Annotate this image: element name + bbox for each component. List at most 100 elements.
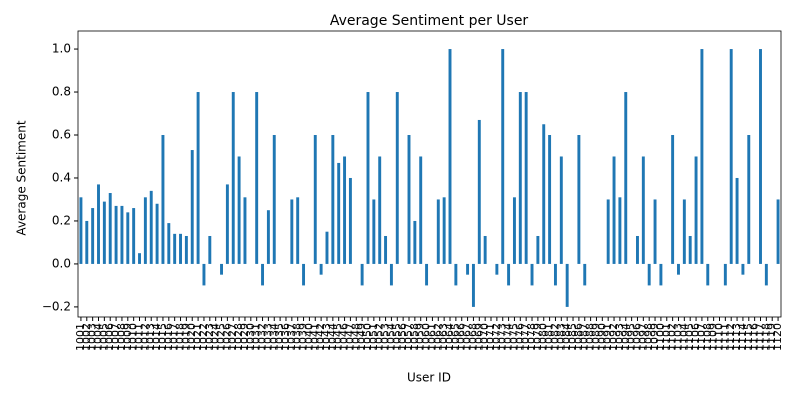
x-tick-label: 1086 <box>572 323 585 351</box>
bar <box>126 212 130 264</box>
x-tick-label: 1104 <box>677 323 690 351</box>
bar <box>747 135 751 264</box>
bar <box>225 184 229 264</box>
bar <box>132 208 136 264</box>
x-tick-label: 1025 <box>215 323 228 351</box>
x-tick-label: 1046 <box>338 323 351 351</box>
x-tick-label: 1056 <box>396 323 409 351</box>
x-tick-label: 1117 <box>753 323 766 351</box>
x-tick-label: 1078 <box>525 323 538 351</box>
x-tick-label: 1065 <box>449 323 462 351</box>
bar <box>419 156 423 264</box>
x-tick-label: 1008 <box>115 323 128 351</box>
x-tick-label: 1022 <box>197 323 210 351</box>
x-tick-label: 1109 <box>707 323 720 351</box>
x-tick-label: 1032 <box>256 323 269 351</box>
x-tick-label: 1108 <box>701 323 714 351</box>
x-tick-label: 1114 <box>736 323 749 351</box>
bar <box>325 231 329 264</box>
bar <box>237 156 241 264</box>
bar <box>512 197 516 264</box>
bar <box>208 235 212 264</box>
bar <box>331 135 335 264</box>
x-tick-label: 1024 <box>209 323 222 351</box>
x-tick-label: 1019 <box>179 323 192 351</box>
x-tick-label: 1035 <box>273 323 286 351</box>
bar <box>483 235 487 264</box>
bar <box>384 235 388 264</box>
bar <box>636 235 639 264</box>
x-tick-label: 1068 <box>466 323 479 351</box>
bar <box>548 135 552 264</box>
bar <box>220 263 223 275</box>
bar <box>524 92 528 264</box>
bar <box>190 150 194 264</box>
bar <box>759 49 762 264</box>
x-tick-label: 1018 <box>174 323 187 351</box>
bar <box>612 156 616 264</box>
bar <box>448 49 452 264</box>
bar <box>553 263 557 286</box>
bar <box>155 203 159 264</box>
x-tick-label: 1047 <box>343 323 356 351</box>
bar <box>647 263 651 286</box>
x-tick-label: 1116 <box>748 323 761 351</box>
x-tick-label: 1028 <box>232 323 245 351</box>
x-tick-label: 1009 <box>121 323 134 351</box>
x-tick-label: 1034 <box>267 323 280 351</box>
x-tick-label: 1082 <box>548 323 561 351</box>
x-tick-label: 1023 <box>203 323 216 351</box>
x-tick-label: 1080 <box>537 323 550 351</box>
y-tick-label: 0.6 <box>52 128 71 142</box>
x-tick-label: 1031 <box>250 323 263 351</box>
bar <box>407 135 411 264</box>
x-tick-label: 1087 <box>578 323 591 351</box>
y-tick-label: −0.2 <box>42 299 71 313</box>
plot-frame <box>77 30 782 318</box>
bar <box>243 197 247 264</box>
bar <box>682 199 686 264</box>
x-tick-label: 1015 <box>156 323 169 351</box>
x-tick-label: 1013 <box>144 323 157 351</box>
x-tick-label: 1112 <box>724 323 737 351</box>
x-tick-label: 1003 <box>86 323 99 351</box>
x-tick-label: 1001 <box>74 323 87 351</box>
x-tick-label: 1081 <box>543 323 556 351</box>
x-tick-label: 1106 <box>689 323 702 351</box>
x-tick-label: 1073 <box>496 323 509 351</box>
y-tick-label: 0.8 <box>52 85 71 99</box>
x-tick-label: 1115 <box>742 323 755 351</box>
bar <box>776 199 780 264</box>
bar <box>466 263 470 275</box>
x-tick-label: 1098 <box>642 323 655 351</box>
x-tick-label: 1103 <box>671 323 684 351</box>
bar <box>161 135 165 264</box>
x-tick-label: 1090 <box>595 323 608 351</box>
x-tick-label: 1084 <box>560 323 573 351</box>
bar <box>372 199 376 264</box>
bar <box>477 119 481 264</box>
x-tick-label: 1089 <box>589 323 602 351</box>
x-tick-label: 1014 <box>150 323 163 351</box>
x-tick-label: 1092 <box>607 323 620 351</box>
bar <box>559 156 563 264</box>
x-tick-label: 1041 <box>308 323 321 351</box>
bar <box>659 263 663 286</box>
bar <box>79 197 83 264</box>
bar <box>565 263 569 307</box>
x-tick-label: 1045 <box>332 323 345 351</box>
bar <box>577 135 581 264</box>
x-tick-label: 1053 <box>379 323 392 351</box>
x-tick-label: 1039 <box>297 323 310 351</box>
bar <box>184 235 188 264</box>
bar <box>542 124 546 264</box>
x-tick-label: 1026 <box>220 323 233 351</box>
bar <box>694 156 698 264</box>
y-axis-label: Average Sentiment <box>15 120 29 235</box>
bar <box>296 197 300 264</box>
bar <box>518 92 522 264</box>
bar <box>143 197 147 264</box>
x-tick-label: 1020 <box>185 323 198 351</box>
x-tick-label: 1059 <box>414 323 427 351</box>
